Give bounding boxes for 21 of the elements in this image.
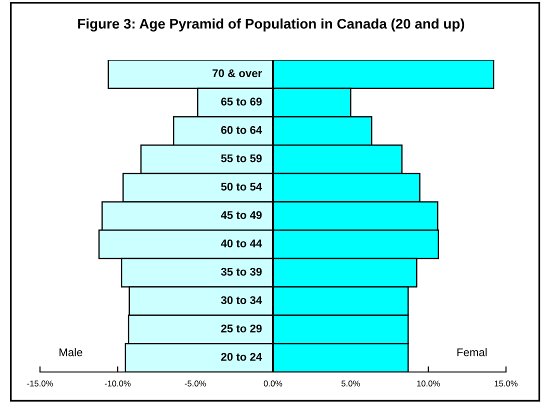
y-tick-label: 20 to 24 [221,352,262,361]
y-tick-label: 60 to 64 [221,126,262,134]
y-tick-label: 55 to 59 [221,154,262,162]
x-tick-label: -15.0% [27,380,53,386]
x-tick-label: 0.0% [264,380,282,386]
x-tick-label: 15.0% [494,380,518,386]
y-tick-label: 40 to 44 [220,239,262,248]
x-tick-label: 5.0% [342,380,360,386]
y-tick-label: 45 to 49 [220,211,262,219]
y-tick-label: 65 to 69 [221,98,262,106]
annotation: Femal [457,348,487,356]
annotation: Male [60,348,82,356]
x-tick-label: -5.0% [184,380,206,386]
y-tick-label: 35 to 39 [221,268,262,276]
y-tick-label: 30 to 34 [221,296,262,304]
y-tick-label: 50 to 54 [221,182,262,191]
y-tick-label: 70 & over [212,69,262,78]
x-tick-label: 10.0% [417,380,440,386]
x-tick-label: -10.0% [104,380,131,386]
y-tick-label: 25 to 29 [221,324,262,332]
chart-title: Figure 3: Age Pyramid of Population in Canada (20 and up) [78,18,464,32]
